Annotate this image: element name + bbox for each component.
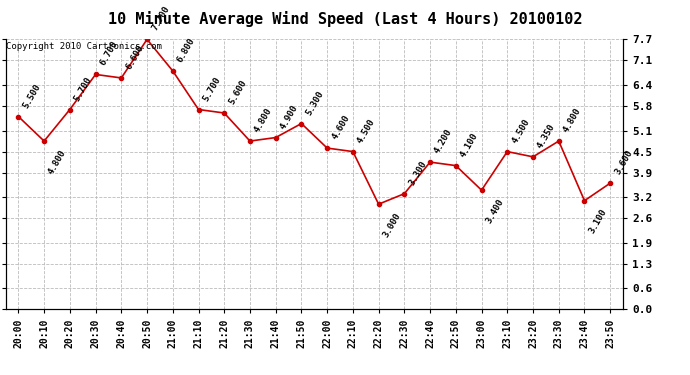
Text: 3.000: 3.000 bbox=[382, 211, 403, 239]
Text: 5.600: 5.600 bbox=[227, 78, 248, 106]
Text: 3.600: 3.600 bbox=[613, 148, 634, 176]
Text: 10 Minute Average Wind Speed (Last 4 Hours) 20100102: 10 Minute Average Wind Speed (Last 4 Hou… bbox=[108, 11, 582, 27]
Text: 6.700: 6.700 bbox=[99, 40, 119, 68]
Text: 3.100: 3.100 bbox=[587, 208, 609, 236]
Text: 5.700: 5.700 bbox=[201, 75, 222, 102]
Text: 5.700: 5.700 bbox=[72, 75, 94, 102]
Text: 4.800: 4.800 bbox=[562, 106, 583, 134]
Text: 7.700: 7.700 bbox=[150, 4, 171, 32]
Text: 4.100: 4.100 bbox=[459, 131, 480, 159]
Text: 4.800: 4.800 bbox=[253, 106, 274, 134]
Text: 6.800: 6.800 bbox=[175, 36, 197, 64]
Text: Copyright 2010 Cartronics.com: Copyright 2010 Cartronics.com bbox=[6, 42, 162, 51]
Text: 3.400: 3.400 bbox=[484, 197, 506, 225]
Text: 4.500: 4.500 bbox=[355, 117, 377, 145]
Text: 6.600: 6.600 bbox=[124, 43, 146, 71]
Text: 4.600: 4.600 bbox=[330, 113, 351, 141]
Text: 4.350: 4.350 bbox=[536, 122, 557, 150]
Text: 4.800: 4.800 bbox=[47, 148, 68, 176]
Text: 4.200: 4.200 bbox=[433, 128, 454, 155]
Text: 4.900: 4.900 bbox=[279, 103, 299, 130]
Text: 5.500: 5.500 bbox=[21, 82, 42, 110]
Text: 5.300: 5.300 bbox=[304, 89, 326, 117]
Text: 3.300: 3.300 bbox=[407, 159, 428, 187]
Text: 4.500: 4.500 bbox=[510, 117, 531, 145]
